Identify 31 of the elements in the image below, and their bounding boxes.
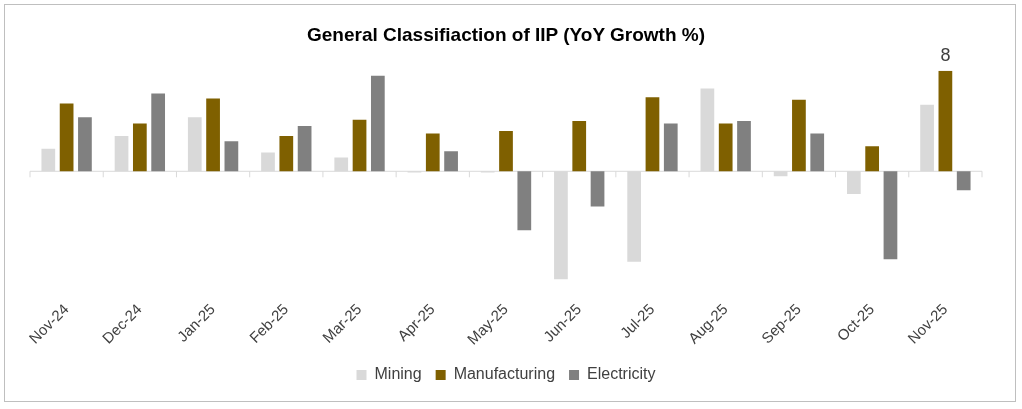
bar xyxy=(425,133,440,172)
chart-title: General Classifiaction of IIP (YoY Growth %) xyxy=(306,23,706,45)
bar xyxy=(938,70,953,172)
bar xyxy=(78,117,92,172)
bar xyxy=(297,126,312,172)
legend-label: Electricity xyxy=(587,365,656,383)
legend-label: Manufacturing xyxy=(453,365,556,383)
bar xyxy=(370,75,385,172)
bar xyxy=(810,133,825,172)
bar xyxy=(206,98,220,172)
bar xyxy=(352,119,367,172)
bar xyxy=(865,146,880,172)
legend-label: Mining xyxy=(374,365,422,383)
bar xyxy=(151,93,166,172)
bar xyxy=(956,171,971,191)
bar xyxy=(132,123,147,172)
bar xyxy=(517,171,532,231)
bar xyxy=(590,171,605,207)
bar xyxy=(224,141,239,172)
data-label: 8 xyxy=(940,44,951,65)
bar xyxy=(279,136,294,172)
bar xyxy=(737,121,751,172)
bar xyxy=(663,123,678,172)
bar xyxy=(883,171,898,260)
bar xyxy=(499,131,513,172)
bar xyxy=(572,121,587,172)
bar xyxy=(444,151,458,172)
bar xyxy=(59,103,74,172)
bar xyxy=(718,123,733,172)
bar xyxy=(792,99,806,172)
bar xyxy=(645,97,660,172)
